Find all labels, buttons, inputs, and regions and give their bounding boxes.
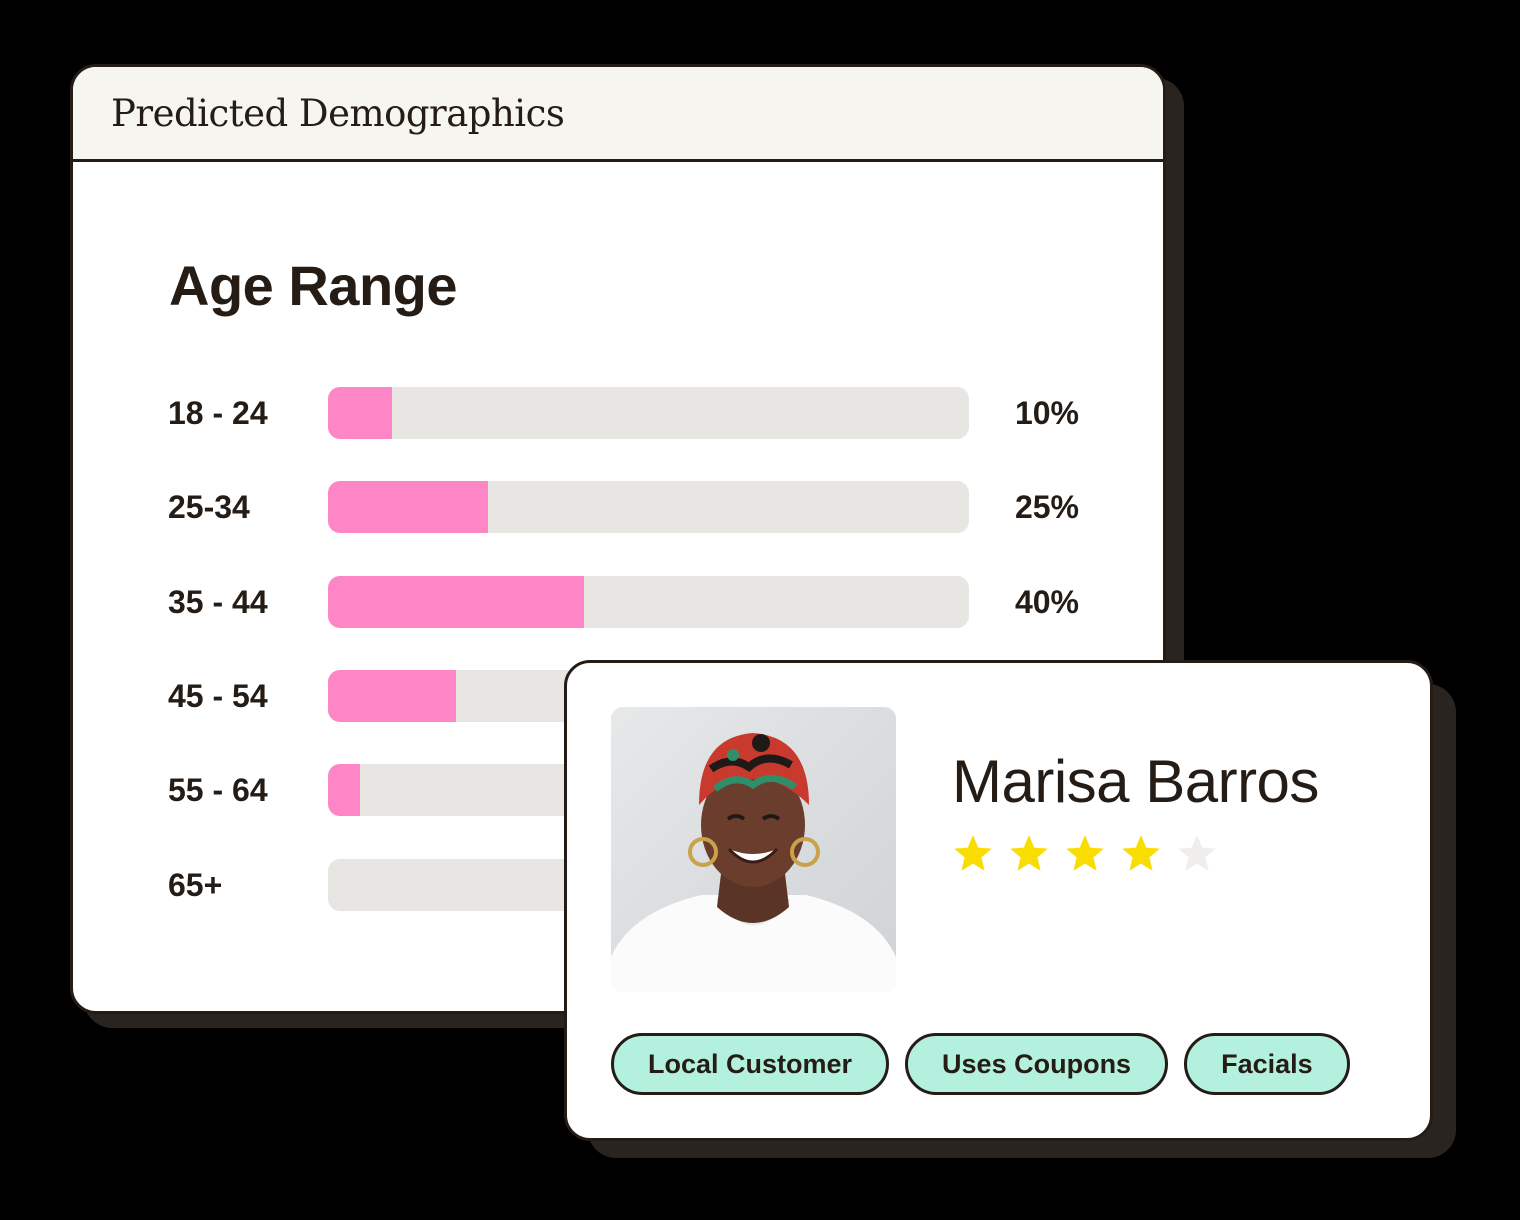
- age-bar-row: 25-34 25%: [73, 481, 1163, 534]
- age-bar-track: [328, 481, 969, 534]
- customer-rating: [952, 833, 1218, 875]
- star-empty-icon: [1178, 835, 1216, 871]
- age-bar-label: 55 - 64: [168, 772, 268, 809]
- panel-title: Predicted Demographics: [111, 91, 565, 135]
- age-bar-label: 35 - 44: [168, 583, 268, 620]
- age-bar-label: 25-34: [168, 489, 250, 526]
- customer-name: Marisa Barros: [952, 748, 1319, 815]
- star-filled-icon: [1122, 835, 1160, 871]
- age-bar-row: 35 - 44 40%: [73, 575, 1163, 628]
- demographics-panel-header: Predicted Demographics: [73, 67, 1163, 162]
- age-bar-fill: [328, 481, 489, 534]
- demographics-panel: Predicted Demographics Age Range 18 - 24…: [70, 64, 1166, 1014]
- age-bar-row: 18 - 24 10%: [73, 387, 1163, 439]
- star-filled-icon: [1010, 835, 1048, 871]
- customer-tag: Uses Coupons: [905, 1033, 1169, 1095]
- age-bar-fill: [328, 387, 393, 439]
- age-bar-label: 18 - 24: [168, 395, 268, 431]
- age-bar-value: 25%: [1014, 489, 1079, 526]
- age-range-title: Age Range: [169, 254, 458, 317]
- customer-profile-card: Marisa Barros Local Customer Uses Coupons…: [564, 660, 1433, 1141]
- age-bar-fill: [328, 669, 457, 722]
- age-bar-fill: [328, 575, 585, 628]
- star-filled-icon: [954, 835, 992, 871]
- customer-tag: Local Customer: [611, 1033, 890, 1095]
- age-bar-label: 65+: [168, 866, 223, 903]
- star-filled-icon: [1066, 835, 1104, 871]
- age-bar-value: 40%: [1014, 583, 1079, 620]
- customer-photo-icon: [611, 707, 896, 992]
- age-bar-track: [328, 575, 969, 628]
- age-bar-track: [328, 387, 969, 439]
- customer-tags: Local Customer Uses Coupons Facials: [611, 1033, 1350, 1095]
- age-bar-fill: [328, 764, 361, 817]
- customer-avatar: [611, 707, 896, 992]
- age-bar-value: 10%: [1014, 395, 1079, 431]
- age-bar-label: 45 - 54: [168, 677, 268, 714]
- customer-tag: Facials: [1184, 1033, 1350, 1095]
